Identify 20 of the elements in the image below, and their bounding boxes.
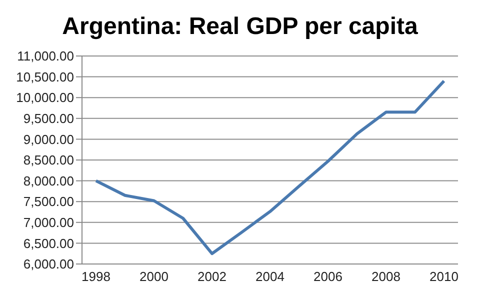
y-tick-label: 10,000.00 — [16, 90, 74, 106]
y-tick-label: 8,000.00 — [23, 173, 74, 188]
x-tick-label: 2002 — [198, 269, 226, 284]
y-tick-label: 9,000.00 — [23, 132, 74, 147]
y-tick-label: 6,000.00 — [23, 256, 74, 272]
y-tick-label: 10,500.00 — [16, 69, 74, 84]
x-tick-label: 2006 — [314, 269, 342, 284]
y-tick-label: 6,500.00 — [23, 236, 74, 251]
y-tick-label: 8,500.00 — [23, 152, 74, 168]
x-tick-label: 2008 — [372, 269, 400, 284]
x-tick-label: 2010 — [430, 269, 458, 284]
x-tick-label: 2000 — [140, 269, 168, 284]
y-tick-label: 9,500.00 — [23, 111, 74, 126]
chart-title: Argentina: Real GDP per capita — [61, 12, 419, 42]
y-tick-label: 11,000.00 — [17, 48, 74, 64]
y-tick-label: 7,500.00 — [23, 194, 74, 210]
line-series — [94, 79, 446, 256]
x-tick-label: 1998 — [82, 269, 110, 284]
x-tick-label: 2004 — [256, 269, 284, 284]
y-tick-label: 7,000.00 — [23, 215, 74, 230]
